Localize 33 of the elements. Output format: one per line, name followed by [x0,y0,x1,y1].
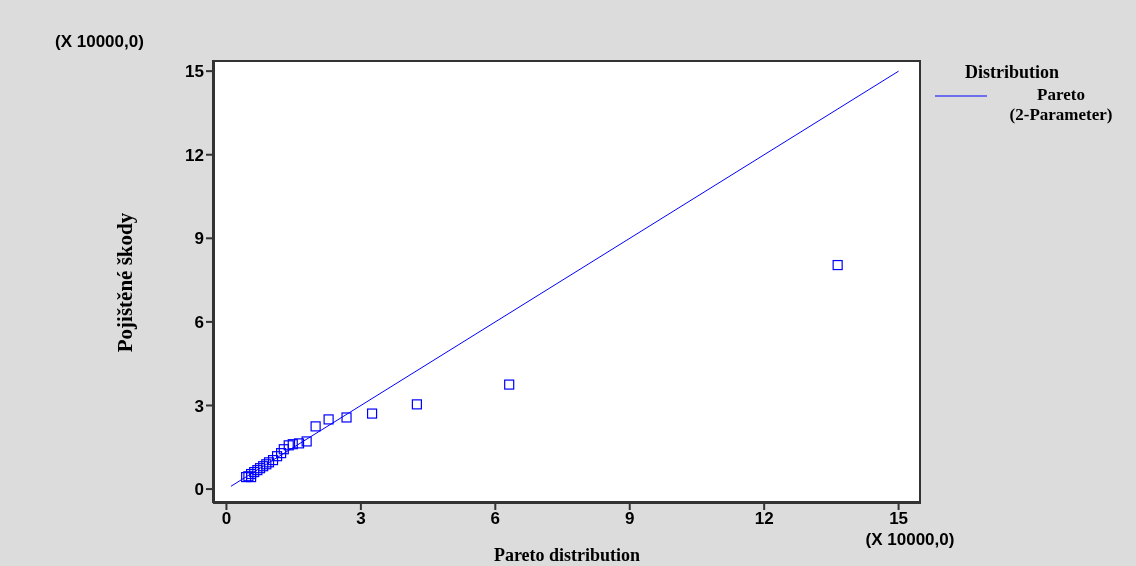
y-tick-label: 6 [194,312,204,332]
point [323,414,334,425]
y-axis-title: Pojištěné škody [112,211,138,354]
point [832,259,843,271]
y-tick-label: 0 [194,480,204,500]
point [267,454,279,466]
point [504,379,515,390]
x-axis-title: Pareto distribution [493,545,641,565]
point [276,448,287,459]
y-tick-label: 15 [185,62,204,82]
point [366,408,378,419]
point [287,439,298,450]
x-tick-label: 3 [356,509,366,529]
y-tick-label: 9 [194,229,204,249]
point [341,412,352,423]
text: Pareto (2-Parameter) [1009,85,1113,124]
point [293,438,305,449]
x-tick-label: 15 [889,509,909,529]
y-tick-label: 12 [185,145,204,165]
text: (X 10000,0) [864,530,956,550]
point [310,421,321,432]
x-tick-label: 9 [625,509,635,529]
text: (X 10000,0) [55,32,145,52]
x-tick-label: 0 [221,509,232,529]
legend-title: Distribution [965,62,1061,83]
x-tick-label: 12 [754,509,774,529]
y-tick-label: 3 [194,396,204,416]
point [271,451,283,462]
point [283,440,294,451]
x-tick-label: 6 [490,509,501,529]
point [278,444,289,455]
point [411,399,422,410]
point [301,436,312,447]
